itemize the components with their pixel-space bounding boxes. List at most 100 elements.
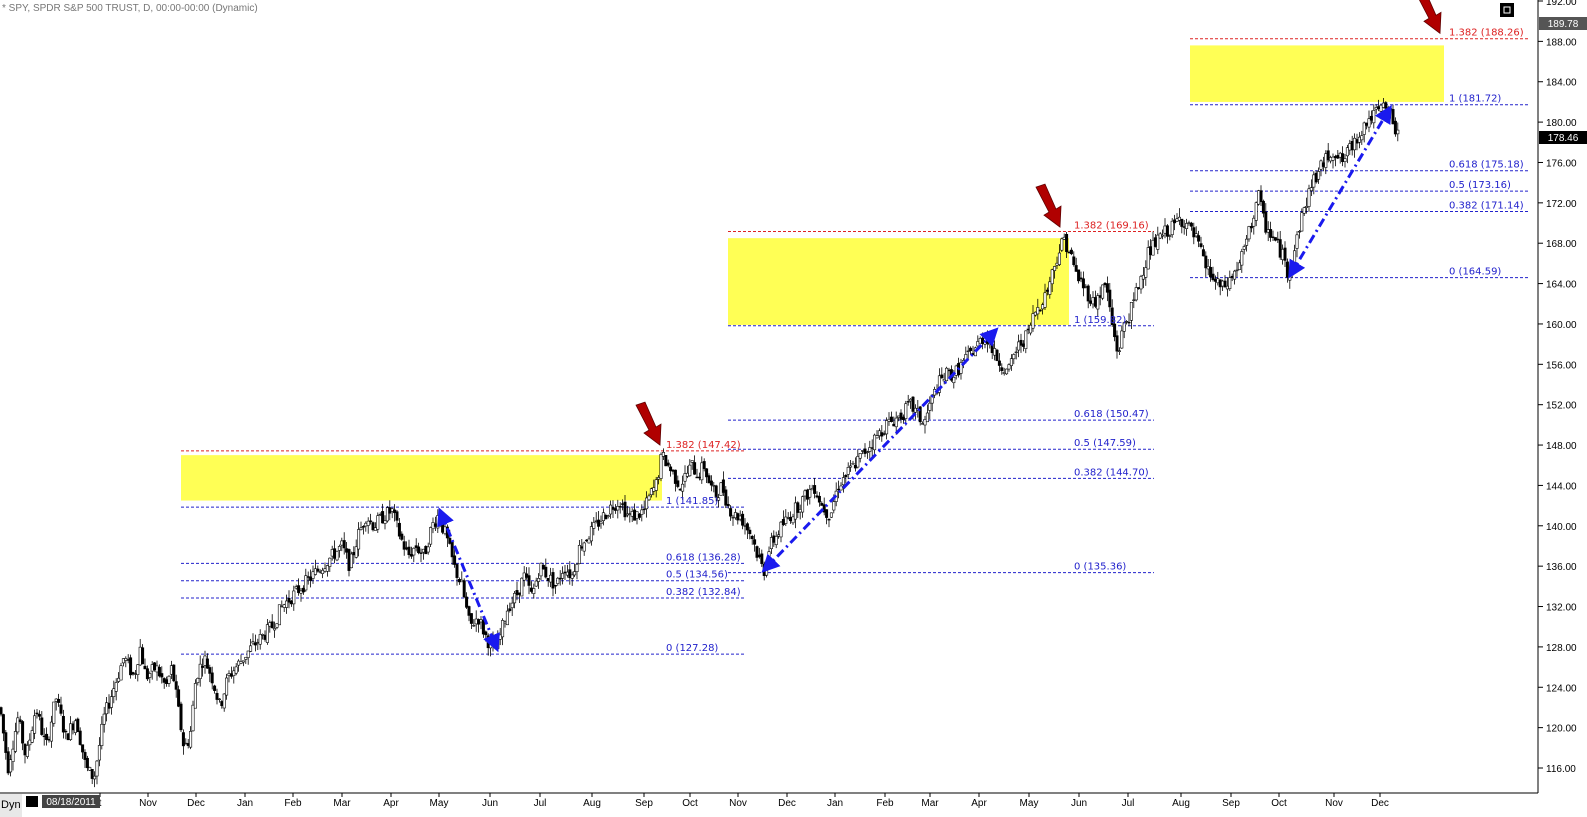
candle	[335, 550, 339, 562]
candle	[616, 499, 620, 519]
candle	[688, 459, 692, 477]
candle	[649, 487, 653, 498]
candle	[1115, 330, 1119, 359]
candle	[210, 666, 214, 690]
candle	[505, 604, 509, 626]
candle	[1077, 269, 1081, 284]
candle	[239, 654, 243, 665]
fib-level-label: 0.618 (150.47)	[1074, 409, 1149, 420]
candle	[371, 521, 375, 532]
candle	[719, 481, 723, 496]
target-zones	[181, 45, 1444, 501]
candle	[513, 591, 517, 609]
x-tick-label: Apr	[383, 798, 399, 809]
candle	[167, 675, 171, 687]
candle	[659, 452, 663, 482]
fib-level-label: 0.382 (171.14)	[1449, 201, 1524, 212]
candle	[157, 664, 161, 678]
candle	[537, 573, 541, 589]
y-axis[interactable]: 116.00 120.00 124.00 128.00 132.00 136.00 140.…	[1538, 0, 1577, 775]
candle	[1024, 330, 1028, 354]
candle	[647, 493, 651, 501]
candle	[532, 583, 536, 599]
candle	[1038, 308, 1042, 312]
candle	[1029, 322, 1033, 336]
candle	[1168, 234, 1172, 241]
candle	[1252, 215, 1256, 235]
candle	[1204, 251, 1208, 277]
x-tick-label: Nov	[1325, 798, 1343, 809]
candle	[544, 558, 548, 579]
candle	[1393, 117, 1397, 137]
candle	[945, 366, 949, 382]
candle	[729, 505, 733, 521]
swing-arrow	[761, 327, 999, 573]
x-tick-label: Jul	[534, 798, 547, 809]
fib-level-label: 0.618 (136.28)	[666, 552, 741, 563]
candle	[181, 729, 185, 755]
candle	[1057, 244, 1061, 267]
candle	[208, 664, 212, 683]
candle	[561, 566, 565, 585]
candle	[1069, 247, 1073, 256]
candle	[1269, 221, 1273, 242]
candle	[664, 454, 668, 467]
candle	[589, 521, 593, 546]
candle	[381, 503, 385, 524]
candle	[191, 700, 195, 732]
candle	[198, 655, 202, 687]
x-tick-label: Mar	[333, 798, 351, 809]
candle	[174, 674, 178, 698]
candle	[1211, 266, 1215, 282]
candle	[311, 565, 315, 584]
candle	[393, 504, 397, 522]
candle	[49, 715, 53, 748]
y-tick-label: 192.00	[1546, 0, 1577, 8]
candle	[35, 709, 39, 719]
candle	[1245, 234, 1249, 252]
candle	[270, 614, 274, 629]
candle	[1254, 201, 1258, 227]
candle	[1134, 282, 1138, 302]
candle	[13, 722, 17, 754]
candle	[693, 455, 697, 475]
target-zone	[728, 238, 1069, 325]
candle	[1101, 284, 1105, 301]
candle	[1096, 293, 1100, 317]
candle	[222, 693, 226, 712]
y-tick-label: 184.00	[1546, 78, 1577, 89]
fib-level-label: 1 (159.82)	[1074, 315, 1126, 326]
x-tick-label: Dec	[1371, 798, 1389, 809]
target-zone	[1190, 45, 1444, 102]
candle	[645, 491, 649, 518]
candle	[9, 754, 13, 777]
candle	[1012, 353, 1016, 365]
candle	[1019, 333, 1023, 353]
mode-indicator[interactable]	[0, 794, 22, 817]
candle	[995, 348, 999, 362]
candle	[97, 737, 101, 767]
window-toggle-button[interactable]	[1500, 3, 1514, 17]
candle	[1235, 261, 1239, 277]
candle	[1048, 276, 1052, 299]
mode-label: Dyn	[1, 799, 21, 811]
candle	[73, 718, 77, 736]
candle	[313, 559, 317, 576]
candle	[412, 547, 416, 563]
candle	[556, 576, 560, 586]
candle	[1081, 271, 1085, 297]
fib-level-label: 0.5 (173.16)	[1449, 180, 1511, 191]
candle	[225, 673, 229, 700]
date-box[interactable]	[42, 795, 100, 808]
candle	[1165, 224, 1169, 244]
candle	[1079, 271, 1083, 283]
candle	[568, 561, 572, 585]
candle	[64, 729, 68, 740]
x-axis[interactable]: t Nov Dec Jan Feb Mar Apr May Jun Jul Aug Sep Oct Nov…	[99, 793, 1389, 809]
x-tick-label: Apr	[971, 798, 987, 809]
window-toggle-icon	[1503, 6, 1511, 14]
y-tick-label: 144.00	[1546, 481, 1577, 492]
candle	[1242, 244, 1246, 255]
upper-price-tag: 189.78	[1539, 17, 1587, 30]
candle	[577, 539, 581, 565]
